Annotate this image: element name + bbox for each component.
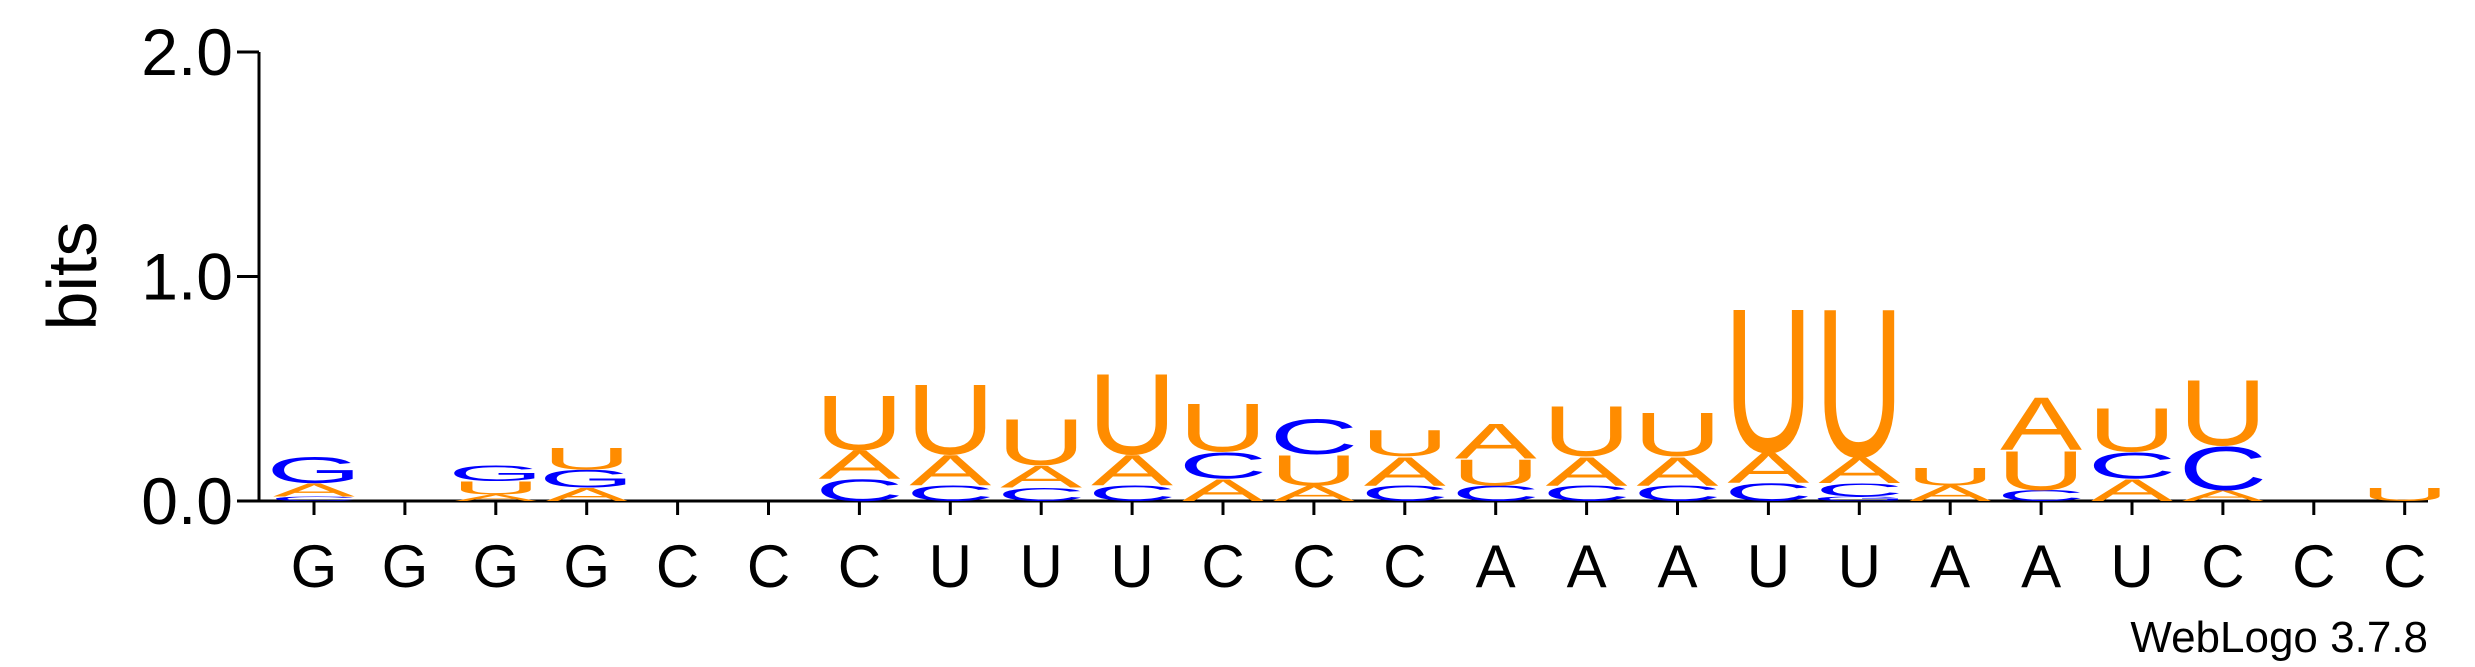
logo-letter: A (1818, 450, 1901, 492)
logo-letter: U (1179, 390, 1268, 467)
logo-letter: C (1633, 481, 1722, 505)
logo-letter: C (815, 473, 904, 508)
logo-letter: A (455, 493, 537, 503)
x-tick-label: U (1838, 533, 1881, 600)
x-tick-label: C (2383, 533, 2426, 600)
logo-letter: C (1997, 487, 2086, 504)
logo-letter: U (1451, 452, 1540, 494)
logo-letter: U (451, 477, 540, 498)
logo-letter: U (997, 406, 1086, 479)
logo-letter: C (1724, 478, 1813, 506)
logo-letter: C (270, 495, 359, 502)
logo-letter: C (1815, 479, 1904, 500)
logo-letter: G (1812, 495, 1908, 502)
logo-letter: C (997, 484, 1086, 505)
logo-letter: U (2088, 395, 2177, 465)
y-tick-label: 2.0 (141, 15, 233, 89)
x-tick-label: G (563, 533, 610, 600)
x-tick-label: C (656, 533, 699, 600)
x-tick-label: C (1383, 533, 1426, 600)
logo-letter: C (1542, 481, 1631, 505)
logo-letter: A (818, 442, 900, 487)
logo-letter: A (546, 484, 628, 505)
logo-letter: C (1360, 481, 1449, 505)
x-tick-label: C (747, 533, 790, 600)
logo-letter: A (909, 446, 992, 495)
logo-letter: C (1179, 445, 1268, 487)
logo-letter: U (2360, 484, 2449, 505)
logo-letter: C (1088, 481, 1177, 505)
x-tick-label: A (1567, 533, 1607, 600)
logo-letter: U (906, 364, 995, 475)
logo-letter: A (1455, 413, 1538, 469)
logo-letter: U (815, 379, 904, 466)
x-tick-label: A (1930, 533, 1970, 600)
x-tick-label: A (2021, 533, 2061, 600)
x-tick-label: U (929, 533, 972, 600)
logo-letter: A (1091, 446, 1174, 495)
logo-letter: A (273, 479, 355, 500)
logo-letter: A (1273, 481, 1355, 505)
x-tick-label: G (291, 533, 338, 600)
logo-letter: A (1000, 459, 1082, 494)
logo-letter: U (1633, 400, 1722, 470)
y-axis-label: bits (33, 222, 111, 331)
logo-letter: C (906, 481, 995, 505)
x-tick-label: A (1476, 533, 1516, 600)
y-tick-label: 1.0 (141, 240, 233, 314)
logo-letter: A (1182, 473, 1264, 508)
logo-letter: A (1546, 449, 1628, 494)
x-tick-label: C (2201, 533, 2244, 600)
x-tick-label: C (1201, 533, 1244, 600)
logo-letter: A (1364, 449, 1446, 494)
x-tick-label: U (1110, 533, 1153, 600)
logo-letter: A (1637, 449, 1719, 494)
logo-letter: G (539, 465, 635, 493)
logo-letter: U (1906, 463, 1995, 491)
footer: WebLogo 3.7.8 (2130, 613, 2428, 662)
logo-letter: C (2179, 433, 2268, 503)
x-tick-label: U (2110, 533, 2153, 600)
logo-letter: A (2182, 487, 2265, 504)
x-tick-label: U (1747, 533, 1790, 600)
logo-letter: U (1997, 440, 2086, 502)
x-tick-label: C (1292, 533, 1335, 600)
logo-letter: G (266, 450, 362, 492)
logo-letter: A (2091, 473, 2173, 508)
logo-letter: U (542, 441, 631, 476)
logo-letter: A (1909, 481, 1991, 505)
x-tick-label: A (1657, 533, 1697, 600)
logo-letter: U (2179, 361, 2268, 466)
logo-letter: U (1815, 264, 1904, 501)
logo-letter: U (1724, 266, 1813, 495)
logo-letter: A (1727, 444, 1810, 493)
logo-letter: C (1270, 409, 1359, 465)
logo-letter: C (2088, 445, 2177, 487)
logo-letter: U (1542, 392, 1631, 472)
x-tick-label: C (2292, 533, 2335, 600)
logo-letter: U (1088, 350, 1177, 479)
logo-letter: C (1451, 481, 1540, 505)
x-tick-label: C (838, 533, 881, 600)
x-tick-label: U (1020, 533, 1063, 600)
logo-letter: U (1270, 446, 1359, 495)
x-tick-label: G (382, 533, 429, 600)
y-tick-label: 0.0 (141, 464, 233, 538)
logo-letter: G (448, 461, 544, 485)
x-tick-label: G (472, 533, 519, 600)
logo-letter: U (1360, 423, 1449, 465)
logo-letter: A (2000, 382, 2082, 466)
